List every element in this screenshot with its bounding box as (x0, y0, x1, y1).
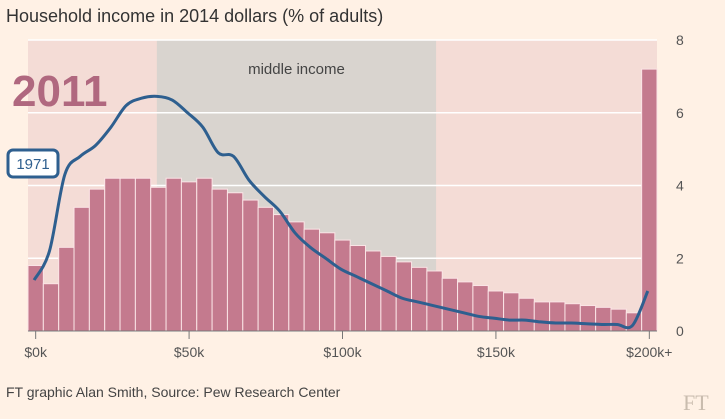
bar-50 (180, 181, 198, 332)
bar-45 (165, 177, 182, 332)
y-tick-label-2: 2 (676, 250, 684, 266)
x-tick-label-150: $150k (477, 344, 516, 360)
income-line-1971 (32, 94, 650, 330)
source-credit: FT graphic Alan Smith, Source: Pew Resea… (6, 384, 341, 400)
x-tick-label-0: $0k (24, 344, 48, 360)
bar-20 (88, 188, 106, 332)
bar-25 (104, 177, 121, 332)
bar-185 (595, 306, 612, 332)
bar-165 (533, 301, 551, 332)
y-tick-label-8: 8 (676, 32, 684, 48)
year-label-2011: 2011 (12, 67, 107, 116)
bar-155 (503, 292, 520, 332)
bar-125 (411, 266, 428, 332)
bar-130 (426, 270, 443, 332)
series-tag-box (6, 148, 60, 179)
middle-income-label: middle income (248, 61, 345, 78)
ft-logo: FT (683, 390, 709, 415)
bar-160 (518, 297, 535, 332)
bar-140 (457, 281, 474, 332)
bar-60 (211, 188, 228, 332)
bar-150 (487, 290, 505, 332)
x-axis-ticks: $0k $50k $100k $150k $200k+ (24, 331, 672, 360)
bar-145 (472, 285, 489, 332)
bar-75 (257, 206, 274, 332)
bar-5 (42, 283, 60, 332)
bar-95 (318, 232, 336, 332)
bar-55 (196, 177, 213, 332)
x-tick-label-200: $200k+ (626, 344, 672, 360)
bar-200 (641, 68, 658, 332)
bar-40 (150, 186, 167, 332)
bar-100 (334, 239, 351, 332)
bar-180 (579, 305, 597, 332)
bar-30 (119, 177, 136, 332)
bar-65 (226, 192, 244, 332)
bar-170 (549, 301, 566, 332)
y-tick-label-6: 6 (676, 105, 684, 121)
bar-80 (272, 214, 290, 332)
bar-70 (242, 199, 259, 332)
x-tick-label-50: $50k (174, 344, 205, 360)
x-tick-label-100: $100k (323, 344, 362, 360)
y-tick-label-4: 4 (676, 178, 684, 194)
bar-35 (134, 177, 152, 332)
bar-15 (73, 206, 90, 332)
bar-105 (349, 245, 367, 332)
bar-10 (58, 246, 75, 332)
bar-135 (441, 277, 459, 332)
series-tag-label: 1971 (16, 156, 49, 173)
bar-110 (365, 250, 382, 332)
series-tag-1971: 1971 (6, 148, 60, 179)
bar-175 (564, 303, 581, 332)
y-tick-label-0: 0 (676, 323, 684, 339)
y-axis-ticks: 0 2 4 6 8 (676, 32, 684, 339)
chart-title: Household income in 2014 dollars (% of a… (6, 6, 383, 26)
